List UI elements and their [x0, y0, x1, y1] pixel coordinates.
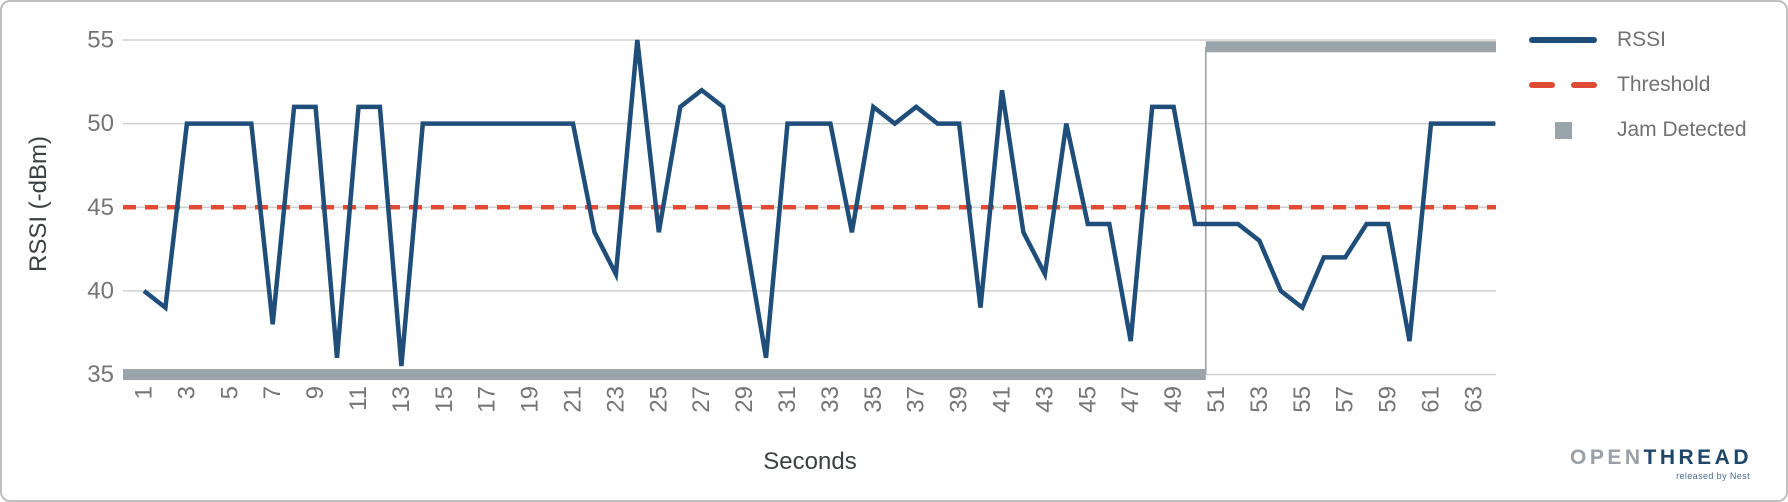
svg-text:40: 40: [87, 277, 114, 304]
legend: RSSI Threshold Jam Detected: [1529, 28, 1747, 163]
legend-label: Threshold: [1617, 73, 1711, 96]
svg-text:47: 47: [1117, 386, 1144, 413]
svg-text:11: 11: [345, 386, 372, 411]
x-axis-title: Seconds: [763, 448, 857, 475]
legend-item-jam-detected: Jam Detected: [1529, 118, 1747, 142]
legend-item-rssi: RSSI: [1529, 28, 1747, 52]
threshold-dash-swatch: [1529, 82, 1597, 88]
svg-text:63: 63: [1460, 386, 1487, 413]
svg-text:9: 9: [302, 386, 329, 399]
svg-text:17: 17: [474, 386, 501, 413]
svg-text:21: 21: [560, 386, 587, 413]
openthread-logo: OPENTHREAD released by Nest: [1570, 446, 1752, 481]
jam-detected-series: [123, 41, 1496, 380]
svg-text:37: 37: [903, 386, 930, 413]
openthread-wordmark: OPENTHREAD: [1569, 446, 1752, 469]
svg-text:35: 35: [860, 386, 887, 413]
svg-text:31: 31: [774, 386, 801, 413]
svg-text:53: 53: [1246, 386, 1273, 413]
svg-text:1: 1: [131, 386, 158, 399]
svg-text:29: 29: [731, 386, 758, 413]
svg-text:23: 23: [602, 386, 629, 413]
legend-label: Jam Detected: [1617, 118, 1747, 141]
svg-text:57: 57: [1332, 386, 1359, 413]
svg-text:51: 51: [1203, 386, 1230, 413]
svg-text:15: 15: [431, 386, 458, 413]
svg-text:25: 25: [645, 386, 672, 413]
openthread-tagline: released by Nest: [1676, 471, 1750, 481]
svg-text:45: 45: [87, 194, 114, 221]
svg-text:41: 41: [989, 386, 1016, 413]
svg-text:7: 7: [259, 386, 286, 399]
svg-text:3: 3: [173, 386, 200, 399]
svg-text:19: 19: [517, 386, 544, 413]
svg-text:49: 49: [1160, 386, 1187, 413]
svg-text:50: 50: [87, 110, 114, 137]
rssi-line-swatch: [1529, 37, 1597, 43]
y-tick-labels: 55 50 45 40 35: [87, 27, 114, 389]
svg-text:61: 61: [1418, 386, 1445, 413]
legend-item-threshold: Threshold: [1529, 73, 1747, 97]
svg-text:39: 39: [946, 386, 973, 413]
svg-text:43: 43: [1031, 386, 1058, 413]
svg-text:5: 5: [216, 386, 243, 399]
svg-text:55: 55: [87, 27, 114, 54]
svg-text:55: 55: [1289, 386, 1316, 413]
x-tick-labels: 1 3 5 7 9 11 13 15 17 19 21 23 25 27 29 31 33 35 37 39 41 43 4…: [131, 386, 1488, 413]
svg-text:13: 13: [388, 386, 415, 413]
svg-text:27: 27: [688, 386, 715, 413]
svg-text:59: 59: [1375, 386, 1402, 413]
svg-text:35: 35: [87, 361, 114, 388]
svg-text:45: 45: [1074, 386, 1101, 413]
rssi-line: [142, 39, 1496, 367]
y-axis-title: RSSI (-dBm): [25, 136, 52, 273]
legend-label: RSSI: [1617, 28, 1667, 51]
svg-text:33: 33: [817, 386, 844, 413]
jam-square-swatch: [1529, 121, 1597, 139]
